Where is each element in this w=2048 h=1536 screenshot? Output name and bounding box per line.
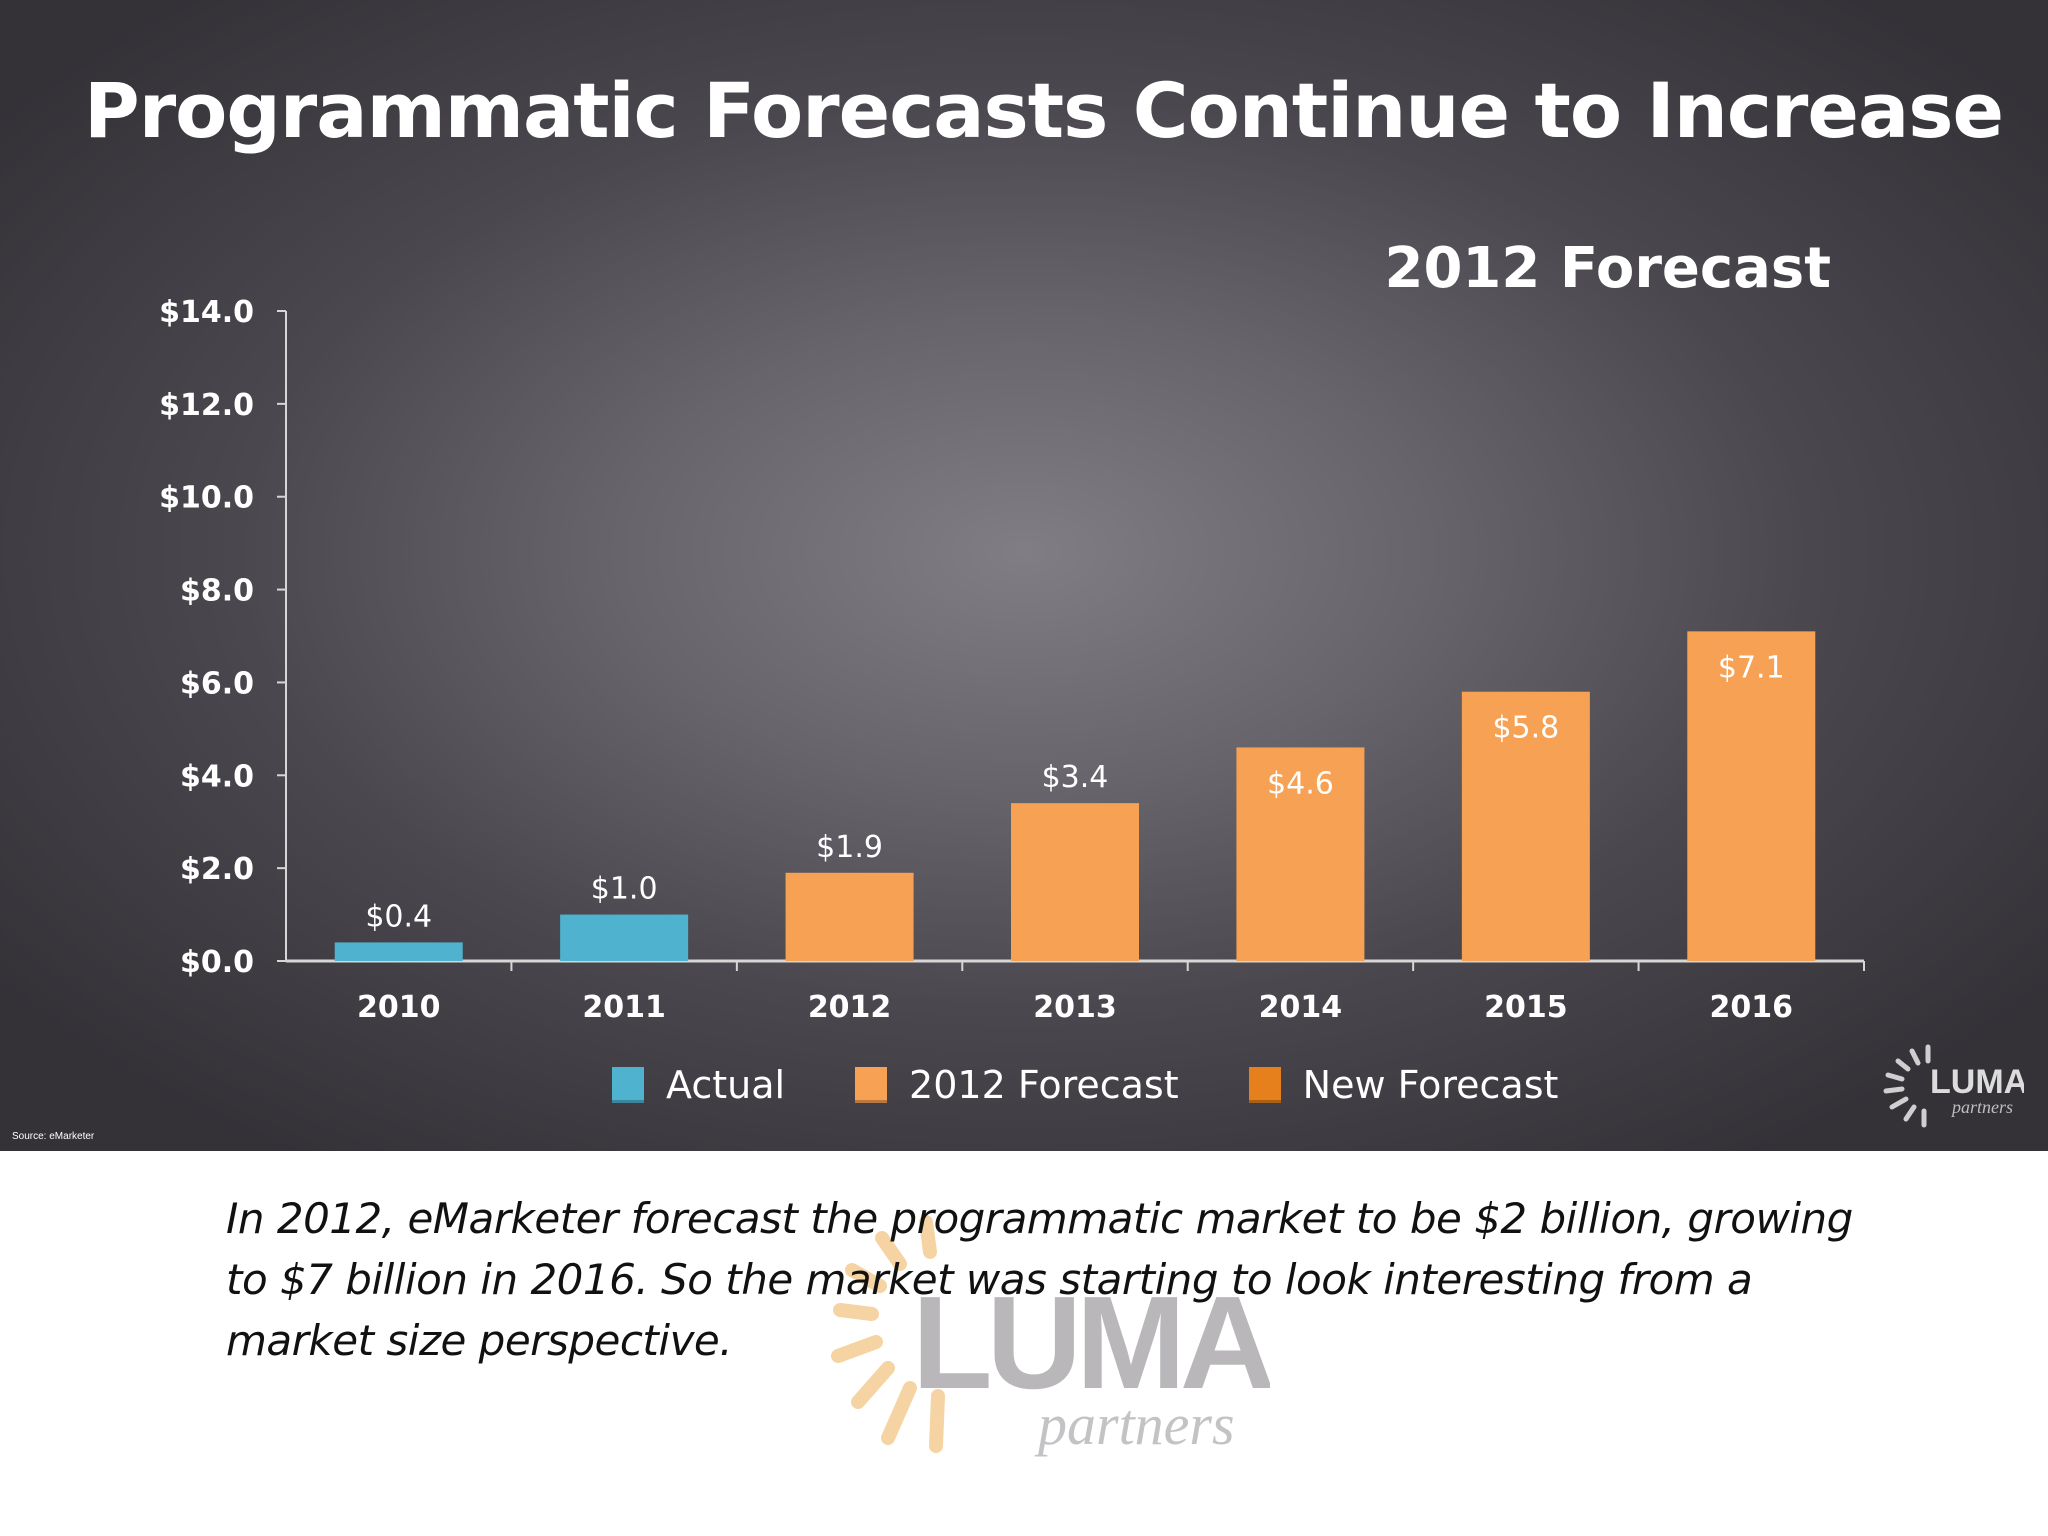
y-tick-label: $14.0	[159, 295, 254, 330]
bar-2011	[560, 914, 689, 961]
chart-title: 2012 Forecast	[1384, 236, 1832, 301]
x-tick-label-2014: 2014	[1259, 990, 1343, 1025]
legend-item-actual: Actual	[612, 1063, 785, 1107]
legend-swatch-2012-forecast	[855, 1067, 888, 1103]
legend-swatch-new-forecast	[1248, 1067, 1281, 1103]
y-tick-label: $10.0	[159, 481, 254, 516]
value-label-2012: $1.9	[816, 830, 883, 865]
legend-label-new-forecast: New Forecast	[1302, 1063, 1559, 1107]
slide-title: Programmatic Forecasts Continue to Incre…	[84, 66, 2004, 155]
bar-2010	[334, 942, 463, 961]
y-tick-label: $4.0	[180, 759, 254, 794]
x-tick-label-2016: 2016	[1710, 990, 1794, 1025]
legend-swatch-actual	[612, 1067, 644, 1103]
x-tick-label-2011: 2011	[582, 990, 666, 1025]
source-note: Source: eMarketer	[12, 1131, 95, 1142]
y-tick-label: $8.0	[180, 574, 254, 609]
slide: Programmatic Forecasts Continue to Incre…	[0, 0, 2048, 1151]
y-tick-label: $2.0	[180, 852, 254, 887]
slide-caption: In 2012, eMarketer forecast the programm…	[226, 1194, 1853, 1365]
bar-chart: $0.0 $2.0 $4.0 $6.0 $8.0 $10.0 $12.0 $14.0 2010…	[159, 295, 1865, 1025]
luma-watermark-logo: LUMA partners	[831, 1215, 1270, 1457]
legend: Actual 2012 Forecast New Forecast	[612, 1060, 1628, 1110]
legend-label-actual: Actual	[666, 1063, 786, 1107]
value-label-2010: $0.4	[365, 899, 432, 934]
legend-label-2012-forecast: 2012 Forecast	[909, 1063, 1179, 1107]
luma-small-subtext: partners	[1950, 1097, 2013, 1117]
luma-partners-logo: LUMA partners	[1883, 1044, 2024, 1128]
value-label-2014: $4.6	[1267, 766, 1334, 801]
y-tick-label: $12.0	[159, 388, 254, 423]
value-label-2016: $7.1	[1718, 650, 1785, 685]
bar-2015	[1461, 691, 1590, 961]
legend-item-2012-forecast: 2012 Forecast	[855, 1063, 1179, 1107]
value-label-2011: $1.0	[591, 872, 658, 907]
y-tick-label: $0.0	[180, 945, 254, 980]
y-tick-label: $6.0	[180, 666, 254, 701]
bar-2016	[1687, 631, 1816, 961]
bar-2013	[1011, 803, 1139, 961]
luma-watermark-subtext: partners	[1034, 1392, 1235, 1457]
x-tick-label-2015: 2015	[1484, 990, 1568, 1025]
luma-watermark-wordmark: LUMA	[912, 1269, 1270, 1416]
value-label-2015: $5.8	[1492, 711, 1559, 746]
luma-small-wordmark: LUMA	[1930, 1063, 2024, 1101]
x-tick-label-2010: 2010	[357, 990, 441, 1025]
x-tick-label-2012: 2012	[808, 990, 892, 1025]
legend-item-new-forecast: New Forecast	[1248, 1063, 1559, 1107]
bar-2012	[785, 872, 914, 961]
x-tick-label-2013: 2013	[1033, 990, 1117, 1025]
bar-2014	[1236, 747, 1365, 961]
value-label-2013: $3.4	[1042, 760, 1109, 795]
